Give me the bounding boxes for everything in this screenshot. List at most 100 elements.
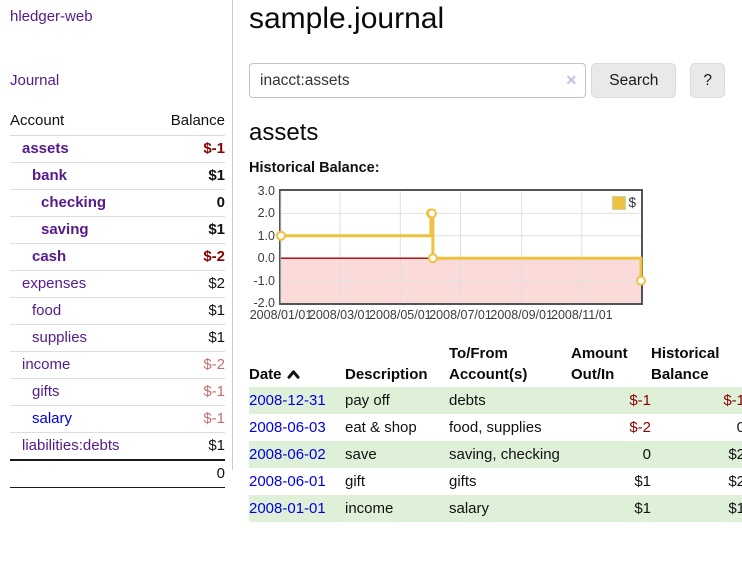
- sidebar-account-checking[interactable]: checking: [41, 194, 107, 211]
- app-title-link[interactable]: hledger-web: [10, 8, 93, 25]
- chart-y-tick-label: -1.0: [253, 273, 275, 288]
- legend-label: $: [628, 195, 636, 210]
- search-button[interactable]: Search: [591, 63, 677, 98]
- transaction-amount: $-1: [571, 387, 651, 414]
- account-balance: $-2: [153, 351, 225, 379]
- transaction-amount: $1: [634, 473, 651, 490]
- chart-plot-area: $: [276, 189, 646, 305]
- account-balance: $1: [153, 297, 225, 325]
- table-row: salary $-1: [10, 405, 225, 433]
- account-balance: $2: [153, 270, 225, 298]
- chart-y-tick-label: -2.0: [253, 296, 275, 310]
- table-row: supplies $1: [10, 324, 225, 352]
- transaction-balance: $2: [728, 473, 742, 490]
- help-button[interactable]: ?: [690, 63, 725, 98]
- account-balance: $1: [153, 432, 225, 461]
- transaction-description: eat & shop: [345, 419, 417, 436]
- transaction-accounts: saving, checking: [449, 441, 571, 468]
- transaction-date-link[interactable]: 2008-06-02: [249, 446, 326, 463]
- register-header-amount: Amount Out/In: [571, 345, 628, 383]
- search-form: ✕ Search ?: [249, 63, 725, 98]
- register-header-date[interactable]: Date: [249, 341, 345, 387]
- transaction-description: save: [345, 441, 449, 468]
- sidebar-account-supplies[interactable]: supplies: [32, 329, 88, 346]
- account-heading: assets: [249, 119, 319, 146]
- table-row: income $-2: [10, 351, 225, 379]
- table-row: 2008-06-03 eat & shop food, supplies $-2…: [249, 414, 742, 441]
- table-row: checking 0: [10, 189, 225, 217]
- transaction-amount: 0: [571, 441, 651, 468]
- date-header-label: Date: [249, 366, 282, 383]
- chart-legend: $: [612, 195, 636, 210]
- table-row: assets $-1: [10, 135, 225, 163]
- sidebar-account-food[interactable]: food: [32, 302, 62, 319]
- clear-search-icon[interactable]: ✕: [565, 72, 578, 88]
- transaction-date-link[interactable]: 2008-12-31: [249, 392, 326, 409]
- sidebar-account-bank[interactable]: bank: [32, 167, 68, 184]
- accounts-total-balance: 0: [153, 459, 225, 488]
- balance-chart: $ 3.0 2.0 1.0 0.0 -1.0 -2.0 2008/01/01 2008/03/…: [249, 184, 725, 339]
- chart-y-tick-label: 2.0: [257, 206, 275, 221]
- account-balance: $-1: [153, 378, 225, 406]
- sidebar-account-salary[interactable]: salary: [32, 410, 73, 427]
- chart-y-tick-label: 0.0: [257, 251, 275, 266]
- register-table: Date Description To/From Account(s) Amou…: [249, 341, 742, 522]
- transaction-balance: 0: [736, 419, 742, 436]
- sidebar-account-saving[interactable]: saving: [41, 221, 89, 238]
- account-balance: $-1: [153, 405, 225, 433]
- transaction-accounts: gifts: [449, 473, 477, 490]
- register-header-description: Description: [345, 366, 428, 383]
- table-row: bank $1: [10, 162, 225, 190]
- table-row: saving $1: [10, 216, 225, 244]
- account-balance: 0: [153, 189, 225, 217]
- transaction-date-link[interactable]: 2008-01-01: [249, 500, 326, 517]
- sidebar-account-assets[interactable]: assets: [22, 140, 69, 157]
- sidebar-account-gifts[interactable]: gifts: [32, 383, 60, 400]
- sidebar-account-cash[interactable]: cash: [32, 248, 67, 265]
- table-row: 2008-06-01 gift gifts $1 $2: [249, 468, 742, 495]
- table-row: gifts $-1: [10, 378, 225, 406]
- chart-x-tick-label: 2008/03/01: [308, 308, 372, 322]
- transaction-accounts: food, supplies: [449, 419, 542, 436]
- account-balance: $1: [153, 162, 225, 190]
- accounts-column-header-balance: Balance: [153, 108, 225, 136]
- transaction-amount: $1: [571, 495, 651, 522]
- chart-x-tick-label: 2008/07/01: [429, 308, 492, 322]
- table-row: cash $-2: [10, 243, 225, 271]
- transaction-date-link[interactable]: 2008-06-03: [249, 419, 326, 436]
- chart-y-tick-label: 3.0: [257, 184, 275, 198]
- accounts-column-header-account: Account: [10, 108, 154, 136]
- transaction-accounts: salary: [449, 495, 571, 522]
- table-row: 2008-12-31 pay off debts $-1 $-1: [249, 387, 742, 414]
- chart-title: Historical Balance:: [249, 160, 380, 176]
- page-title: sample.journal: [249, 2, 445, 35]
- chart-x-tick-label: 2008/11/01: [550, 308, 613, 322]
- sidebar-accounts-table: Account Balance assets $-1 bank $1 check…: [10, 108, 225, 488]
- sidebar-item-journal[interactable]: Journal: [10, 72, 60, 89]
- sidebar-account-liabilities-debts[interactable]: liabilities:debts: [22, 437, 120, 454]
- sort-asc-icon: [287, 370, 300, 379]
- sidebar: hledger-web Journal Account Balance asse…: [0, 0, 233, 488]
- transaction-balance: $2: [651, 441, 742, 468]
- chart-x-tick-label: 2008/01/01: [249, 308, 313, 322]
- sidebar-account-income[interactable]: income: [22, 356, 71, 373]
- transaction-amount: $-2: [629, 419, 651, 436]
- transaction-date-link[interactable]: 2008-06-01: [249, 473, 326, 490]
- transaction-accounts: debts: [449, 387, 571, 414]
- transaction-description: pay off: [345, 387, 449, 414]
- chart-x-tick-label: 2008/09/01: [490, 308, 553, 322]
- register-header-balance: Historical Balance: [651, 345, 720, 383]
- transaction-balance: $1: [651, 495, 742, 522]
- accounts-total-row: 0: [10, 459, 225, 488]
- register-header-accounts: To/From Account(s): [449, 345, 528, 383]
- legend-swatch-icon: [612, 195, 627, 210]
- transaction-balance: $-1: [651, 387, 742, 414]
- account-balance: $-1: [153, 135, 225, 163]
- app-window: hledger-web Journal Account Balance asse…: [0, 0, 742, 522]
- table-row: 2008-01-01 income salary $1 $1: [249, 495, 742, 522]
- sidebar-account-expenses[interactable]: expenses: [22, 275, 87, 292]
- table-row: 2008-06-02 save saving, checking 0 $2: [249, 441, 742, 468]
- chart-y-tick-label: 1.0: [257, 228, 275, 243]
- search-input[interactable]: [249, 63, 587, 98]
- account-balance: $1: [153, 216, 225, 244]
